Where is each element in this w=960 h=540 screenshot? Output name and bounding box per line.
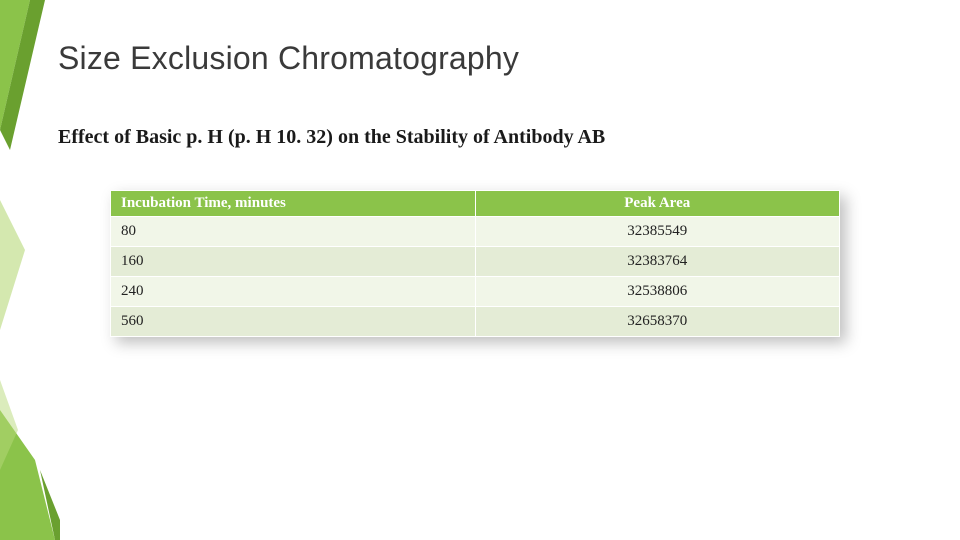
- cell-area: 32383764: [475, 247, 840, 277]
- table-row: 560 32658370: [111, 307, 840, 337]
- table-header-area: Peak Area: [475, 191, 840, 217]
- data-table: Incubation Time, minutes Peak Area 80 32…: [110, 190, 840, 337]
- table-row: 80 32385549: [111, 217, 840, 247]
- table-header-row: Incubation Time, minutes Peak Area: [111, 191, 840, 217]
- table-row: 160 32383764: [111, 247, 840, 277]
- cell-time: 240: [111, 277, 476, 307]
- table-row: 240 32538806: [111, 277, 840, 307]
- cell-area: 32385549: [475, 217, 840, 247]
- slide-subtitle: Effect of Basic p. H (p. H 10. 32) on th…: [58, 126, 605, 149]
- data-table-container: Incubation Time, minutes Peak Area 80 32…: [110, 190, 840, 337]
- slide-title: Size Exclusion Chromatography: [58, 40, 519, 77]
- table-header-time: Incubation Time, minutes: [111, 191, 476, 217]
- cell-area: 32658370: [475, 307, 840, 337]
- left-accent-graphic: [0, 0, 60, 540]
- cell-time: 80: [111, 217, 476, 247]
- cell-time: 560: [111, 307, 476, 337]
- cell-time: 160: [111, 247, 476, 277]
- cell-area: 32538806: [475, 277, 840, 307]
